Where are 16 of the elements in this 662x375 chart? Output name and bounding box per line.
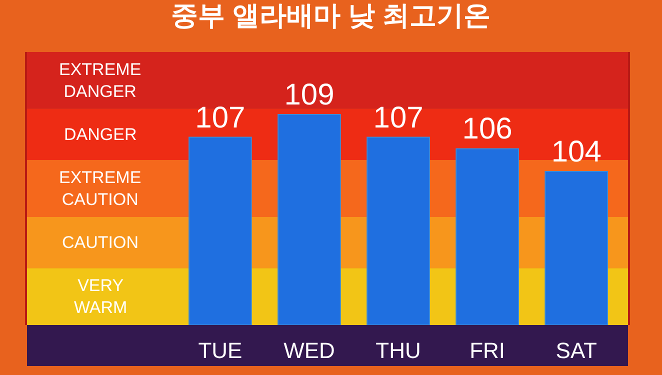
x-tick-label: THU [376,338,421,363]
x-tick-label: WED [284,338,335,363]
data-label: 106 [462,112,512,146]
chart-title: 중부 앨라배마 낮 최고기온 [171,0,491,31]
band-label: CAUTION [62,233,138,252]
band-label: EXTREME DANGER [59,60,142,102]
data-label: 104 [551,135,602,168]
x-tick-label: FRI [470,338,506,363]
band-label: VERY WARM [74,276,128,318]
band-label: EXTREME CAUTION [59,168,142,210]
data-label: 107 [195,101,246,134]
x-tick-label: TUE [198,338,242,363]
data-label: 109 [284,78,334,112]
x-tick-label: SAT [556,338,597,363]
data-label: 107 [373,101,424,134]
band-label: DANGER [64,125,137,144]
